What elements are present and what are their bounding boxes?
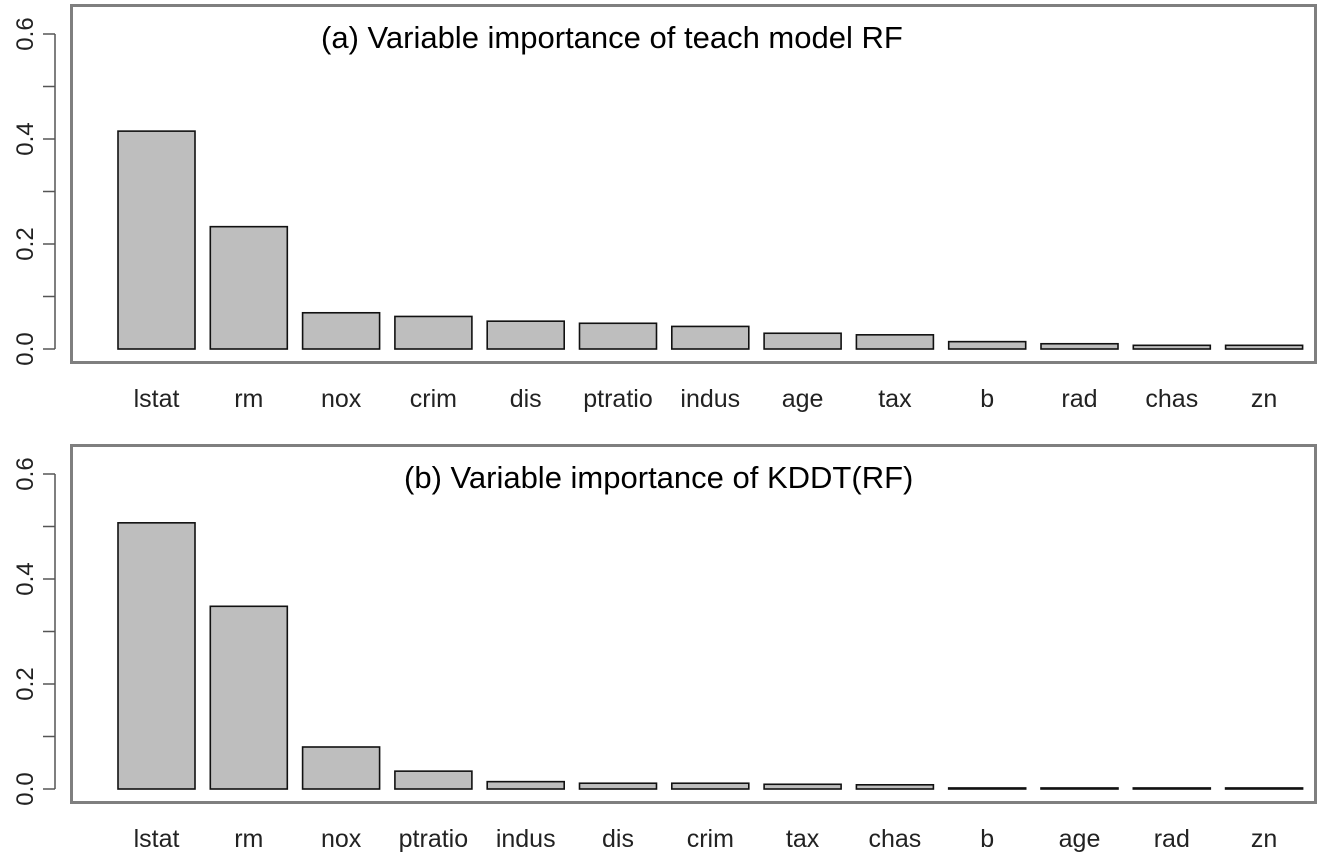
chart-b-x-tick-label: zn xyxy=(1251,825,1277,853)
chart-b-bar-rad xyxy=(1132,787,1212,790)
chart-b-x-tick-label: rm xyxy=(234,825,263,853)
chart-a-bar-ptratio xyxy=(578,322,658,350)
chart-a-bar-zn xyxy=(1224,344,1304,350)
chart-b-bar-lstat xyxy=(117,522,196,790)
chart-b-x-tick-label: ptratio xyxy=(399,825,468,853)
chart-a-title: (a) Variable importance of teach model R… xyxy=(321,20,903,55)
chart-a-x-tick-label: age xyxy=(782,385,824,413)
chart-a-bar-age xyxy=(763,332,842,350)
chart-a-x-tick-label: b xyxy=(980,385,994,413)
chart-b-bar-crim xyxy=(670,782,750,790)
chart-b-y-tick-label: 0.0 xyxy=(12,772,39,805)
chart-a-y-tick-label: 0.0 xyxy=(12,332,39,365)
chart-a-bar-chas xyxy=(1132,344,1212,350)
chart-a-x-tick-label: rad xyxy=(1061,385,1097,413)
chart-a-bar-b xyxy=(947,340,1027,350)
chart-b-bar-chas xyxy=(855,783,935,790)
chart-a-bar-crim xyxy=(394,315,473,350)
chart-a-bar-rad xyxy=(1040,342,1119,350)
chart-b-x-tick-label: indus xyxy=(496,825,556,853)
chart-b-title: (b) Variable importance of KDDT(RF) xyxy=(404,460,914,495)
chart-b-bar-indus xyxy=(486,780,566,790)
chart-a-x-tick-label: zn xyxy=(1251,385,1277,413)
chart-a-x-tick-label: rm xyxy=(234,385,263,413)
chart-b-bar-dis xyxy=(578,782,658,790)
chart-b-x-tick-label: lstat xyxy=(134,825,180,853)
chart-a-x-tick-label: ptratio xyxy=(583,385,652,413)
chart-b-x-tick-label: rad xyxy=(1154,825,1190,853)
chart-a-bar-dis xyxy=(486,320,566,350)
chart-b-bar-zn xyxy=(1224,787,1304,790)
chart-a-bar-rm xyxy=(209,225,289,350)
chart-b-x-tick-label: tax xyxy=(786,825,820,853)
chart-b-y-tick-label: 0.6 xyxy=(12,457,39,490)
chart-a-y-tick-label: 0.2 xyxy=(12,227,39,260)
chart-b-x-tick-label: chas xyxy=(868,825,921,853)
chart-a-y-tick-label: 0.6 xyxy=(12,17,39,50)
chart-b-bar-age xyxy=(1040,787,1119,790)
chart-b-bar-tax xyxy=(763,783,842,790)
chart-b-bar-ptratio xyxy=(394,770,473,790)
chart-b-bar-rm xyxy=(209,605,289,790)
chart-a-bar-lstat xyxy=(117,130,196,350)
chart-a-bar-nox xyxy=(301,311,381,350)
chart-b-y-tick-label: 0.2 xyxy=(12,667,39,700)
chart-a-x-tick-label: lstat xyxy=(134,385,180,413)
chart-b-x-tick-label: age xyxy=(1059,825,1101,853)
chart-a-x-tick-label: tax xyxy=(878,385,912,413)
chart-b-x-tick-label: b xyxy=(980,825,994,853)
chart-a-bar-indus xyxy=(670,325,750,350)
chart-a-bar-tax xyxy=(855,334,935,350)
chart-a-x-tick-label: indus xyxy=(680,385,740,413)
chart-b-bar-b xyxy=(947,787,1027,790)
chart-b-x-tick-label: crim xyxy=(687,825,734,853)
chart-a-x-tick-label: nox xyxy=(321,385,362,413)
chart-a-y-tick-label: 0.4 xyxy=(12,122,39,155)
chart-a-x-tick-label: chas xyxy=(1145,385,1198,413)
chart-b-bar-nox xyxy=(301,746,381,790)
chart-b-x-tick-label: nox xyxy=(321,825,362,853)
chart-a-x-tick-label: crim xyxy=(410,385,457,413)
chart-b-x-tick-label: dis xyxy=(602,825,634,853)
chart-b-y-tick-label: 0.4 xyxy=(12,562,39,595)
chart-a-x-tick-label: dis xyxy=(510,385,542,413)
